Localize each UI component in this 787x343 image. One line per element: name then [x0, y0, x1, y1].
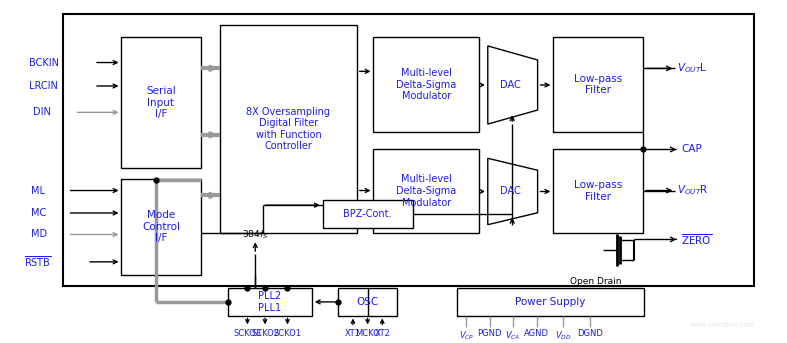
Text: SCKO3: SCKO3 — [234, 329, 261, 338]
Bar — [553, 37, 643, 132]
Polygon shape — [488, 158, 538, 225]
Bar — [323, 200, 412, 228]
Bar — [374, 150, 479, 233]
Bar — [228, 288, 312, 316]
Bar — [121, 179, 201, 274]
Bar — [220, 25, 357, 233]
Text: Multi-level
Delta-Sigma
Modulator: Multi-level Delta-Sigma Modulator — [396, 174, 456, 208]
Text: $V_{CP}$: $V_{CP}$ — [459, 329, 474, 342]
Text: DAC: DAC — [500, 187, 520, 197]
Text: 8X Oversampling
Digital Filter
with Function
Controller: 8X Oversampling Digital Filter with Func… — [246, 107, 331, 151]
Text: MC: MC — [31, 208, 46, 218]
Text: $V_{DD}$: $V_{DD}$ — [555, 329, 571, 342]
Text: BPZ-Cont.: BPZ-Cont. — [343, 209, 392, 219]
Text: MCKO: MCKO — [355, 329, 380, 338]
Bar — [456, 288, 644, 316]
Polygon shape — [488, 46, 538, 124]
Text: Low-pass
Filter: Low-pass Filter — [574, 74, 623, 95]
Text: CAP: CAP — [682, 144, 702, 154]
Text: Serial
Input
I/F: Serial Input I/F — [146, 86, 176, 119]
Text: Low-pass
Filter: Low-pass Filter — [574, 180, 623, 202]
Text: Power Supply: Power Supply — [515, 297, 586, 307]
Text: ML: ML — [31, 186, 45, 196]
Text: XT2: XT2 — [375, 329, 390, 338]
Text: $\overline{\rm RSTB}$: $\overline{\rm RSTB}$ — [24, 255, 51, 269]
Text: BCKIN: BCKIN — [28, 58, 58, 68]
Text: AGND: AGND — [524, 329, 549, 338]
Text: MD: MD — [31, 229, 46, 239]
Text: Mode
Control
I/F: Mode Control I/F — [142, 210, 180, 243]
Bar — [374, 37, 479, 132]
Text: Multi-level
Delta-Sigma
Modulator: Multi-level Delta-Sigma Modulator — [396, 68, 456, 101]
Text: LRCIN: LRCIN — [28, 81, 57, 91]
Text: $\overline{\rm ZERO}$: $\overline{\rm ZERO}$ — [682, 232, 712, 247]
Bar — [121, 37, 201, 168]
Bar — [338, 288, 397, 316]
Text: SCKO2: SCKO2 — [251, 329, 279, 338]
Bar — [553, 150, 643, 233]
Text: $384f_S$: $384f_S$ — [242, 229, 268, 241]
Text: Open Drain: Open Drain — [570, 277, 621, 286]
Text: www.elecfans.com: www.elecfans.com — [689, 322, 755, 328]
Text: PLL2
PLL1: PLL2 PLL1 — [258, 291, 282, 313]
Text: DGND: DGND — [578, 329, 604, 338]
Text: OSC: OSC — [357, 297, 379, 307]
Bar — [63, 14, 753, 286]
Text: $V_{OUT}$R: $V_{OUT}$R — [678, 184, 709, 198]
Text: DIN: DIN — [34, 107, 51, 117]
Text: $V_{CA}$: $V_{CA}$ — [505, 329, 521, 342]
Text: SCKO1: SCKO1 — [274, 329, 301, 338]
Text: PGND: PGND — [478, 329, 502, 338]
Text: XT1: XT1 — [345, 329, 361, 338]
Text: $V_{OUT}$L: $V_{OUT}$L — [678, 61, 708, 75]
Text: DAC: DAC — [500, 80, 520, 90]
